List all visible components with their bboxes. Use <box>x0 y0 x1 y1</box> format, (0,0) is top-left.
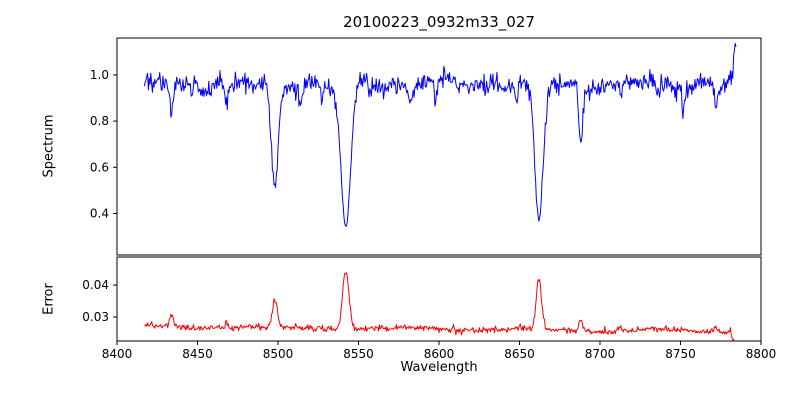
error-y-tick-label: 0.03 <box>82 310 109 324</box>
x-tick-label: 8750 <box>665 347 696 361</box>
spectrum-axes-frame <box>116 37 762 256</box>
x-tick-label: 8700 <box>585 347 616 361</box>
error-series-line <box>144 272 735 341</box>
x-tick-label: 8650 <box>504 347 535 361</box>
x-tick-label: 8500 <box>263 347 294 361</box>
x-tick-label: 8800 <box>746 347 777 361</box>
x-axis-label: Wavelength <box>400 360 478 375</box>
spectrum-y-tick-label: 0.8 <box>90 114 109 128</box>
x-tick-label: 8550 <box>343 347 374 361</box>
y-axis-label-spectrum: Spectrum <box>41 114 57 178</box>
x-tick-label: 8600 <box>424 347 455 361</box>
x-tick-label: 8400 <box>102 347 133 361</box>
x-tick-label: 8450 <box>182 347 213 361</box>
spectrum-y-tick-label: 1.0 <box>90 68 109 82</box>
y-axis-label-error: Error <box>41 283 57 315</box>
spectrum-y-tick-label: 0.4 <box>90 206 109 220</box>
spectrum-y-tick-label: 0.6 <box>90 160 109 174</box>
spectrum-series-line <box>143 42 737 227</box>
error-y-tick-label: 0.04 <box>82 278 109 292</box>
chart-title: 20100223_0932m33_027 <box>343 13 535 31</box>
